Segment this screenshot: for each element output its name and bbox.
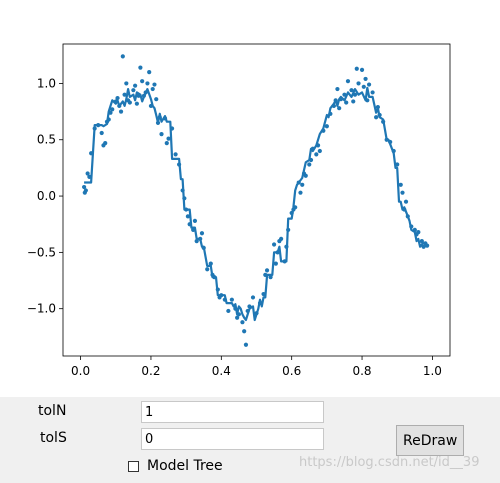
data-point (400, 190, 405, 195)
y-tick-label: 1.0 (37, 76, 56, 90)
data-point (147, 70, 152, 75)
data-point (127, 100, 132, 105)
data-point (398, 182, 403, 187)
data-point (307, 162, 312, 167)
data-point (150, 86, 155, 92)
data-point (363, 76, 368, 82)
data-point (298, 190, 303, 195)
data-point (152, 82, 157, 87)
data-point (279, 236, 284, 241)
toln-label: tolN (38, 403, 67, 419)
data-point (243, 342, 249, 347)
data-point (85, 171, 90, 176)
data-point (421, 244, 426, 249)
x-tick-label: 1.0 (423, 364, 442, 378)
data-point (351, 99, 356, 104)
data-point (133, 83, 138, 88)
data-point (205, 267, 210, 272)
data-point (345, 79, 351, 84)
data-point (229, 297, 234, 302)
data-point (145, 81, 150, 86)
data-point (124, 81, 129, 86)
data-point (303, 173, 308, 178)
data-point (374, 115, 379, 120)
y-tick-label: −1.0 (27, 302, 56, 316)
data-point (403, 199, 409, 204)
data-point (273, 261, 278, 266)
data-point (425, 243, 430, 248)
y-tick-label: 0.0 (37, 189, 56, 203)
chart: 0.0 0.2 0.4 0.6 0.8 1.0 −1.0 −0.5 0.0 0.5 1.0 (27, 43, 451, 378)
data-point (192, 218, 198, 223)
data-point (120, 54, 125, 59)
data-point (199, 231, 205, 236)
data-point (264, 268, 270, 273)
data-point (235, 315, 240, 320)
y-tick-label: −0.5 (27, 245, 56, 259)
data-point (83, 188, 88, 193)
data-point (166, 136, 171, 141)
plot-area: 0.0 0.2 0.4 0.6 0.8 1.0 −1.0 −0.5 0.0 0.5 1.0 (0, 0, 500, 397)
data-point (103, 141, 108, 146)
model-tree-label: Model Tree (147, 458, 223, 474)
data-point (140, 79, 145, 84)
data-point (173, 152, 178, 157)
data-point (208, 261, 213, 266)
model-line (84, 86, 425, 322)
data-point (226, 308, 231, 314)
data-point (159, 132, 164, 137)
data-point (337, 106, 342, 111)
data-point (99, 130, 104, 136)
axes-frame (62, 43, 451, 357)
data-point (134, 101, 139, 106)
tols-label: tolS (40, 430, 67, 446)
data-point (300, 182, 305, 187)
watermark: https://blog.csdn.net/id__39 (299, 455, 480, 470)
data-point (314, 152, 319, 157)
x-tick-label: 0.8 (352, 364, 371, 378)
data-point (349, 88, 354, 93)
data-point (82, 184, 87, 190)
redraw-button[interactable]: ReDraw (396, 425, 464, 456)
x-tick-label: 0.0 (71, 364, 90, 378)
data-point (118, 109, 124, 114)
data-point (242, 329, 247, 334)
data-point (361, 84, 366, 89)
data-point (317, 148, 322, 154)
data-point (240, 320, 245, 325)
y-tick-label: 0.5 (37, 133, 56, 147)
data-point (356, 81, 361, 86)
data-point (366, 82, 372, 87)
data-point (359, 67, 365, 73)
x-tick-label: 0.4 (212, 364, 231, 378)
tols-input[interactable] (141, 428, 324, 450)
data-point (122, 92, 127, 97)
model-tree-checkbox[interactable] (128, 461, 139, 472)
data-point (138, 65, 143, 70)
data-point (370, 90, 375, 95)
data-point (324, 124, 329, 129)
data-point (354, 66, 359, 71)
data-point (154, 97, 159, 102)
x-tick-label: 0.6 (282, 364, 301, 378)
data-point (344, 100, 349, 105)
toln-input[interactable] (141, 401, 324, 423)
data-point (250, 295, 256, 300)
data-point (131, 88, 136, 93)
x-tick-label: 0.2 (141, 364, 160, 378)
data-point (164, 141, 169, 146)
data-point (115, 95, 120, 101)
data-point (271, 242, 277, 247)
data-point (185, 214, 190, 219)
data-point (335, 86, 340, 92)
data-point (416, 230, 421, 235)
data-point (194, 239, 199, 244)
data-point (110, 107, 115, 112)
data-point (268, 275, 273, 280)
